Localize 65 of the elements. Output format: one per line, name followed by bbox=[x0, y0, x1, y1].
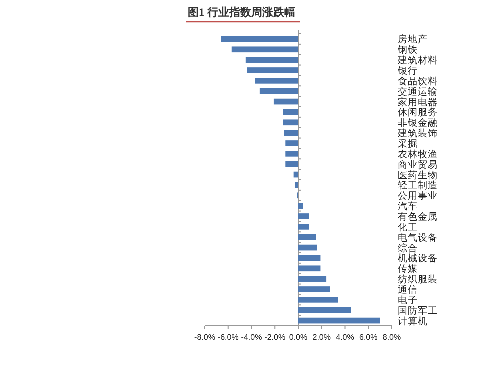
y-tick-label: 食品饮料 bbox=[398, 75, 438, 88]
bar bbox=[274, 98, 298, 105]
x-tick-label: 0.0% bbox=[289, 333, 308, 342]
y-tick-label: 农林牧渔 bbox=[398, 148, 438, 160]
y-tick-label: 综合 bbox=[398, 242, 418, 254]
y-tick-label: 公用事业 bbox=[398, 190, 438, 202]
bar bbox=[298, 276, 327, 282]
y-tick-label: 传媒 bbox=[398, 264, 418, 276]
y-tick-label: 休闲服务 bbox=[398, 106, 438, 119]
y-tick-label: 非银金融 bbox=[398, 117, 438, 130]
y-tick-label: 化工 bbox=[398, 221, 418, 234]
bar bbox=[286, 151, 298, 157]
x-tick-label: -2.0% bbox=[264, 333, 286, 342]
bar bbox=[294, 182, 298, 188]
y-tick-label: 交通运输 bbox=[398, 86, 438, 98]
y-tick-label: 通信 bbox=[398, 284, 418, 296]
bar bbox=[298, 214, 310, 220]
bar bbox=[255, 78, 298, 84]
y-tick-label: 机械设备 bbox=[398, 252, 438, 265]
bar bbox=[298, 224, 310, 230]
y-tick-label: 建筑材料 bbox=[397, 54, 438, 67]
x-tick-label: 8.0% bbox=[382, 333, 402, 342]
bar bbox=[283, 120, 298, 126]
y-tick-label: 计算机 bbox=[398, 315, 428, 328]
y-tick-label: 家用电器 bbox=[398, 96, 438, 108]
bar bbox=[298, 307, 352, 314]
bar bbox=[221, 36, 298, 42]
bar bbox=[260, 88, 298, 94]
bar bbox=[247, 68, 298, 74]
y-tick-label: 银行 bbox=[397, 66, 418, 77]
bar bbox=[298, 318, 380, 324]
bar bbox=[246, 57, 298, 63]
y-tick-label: 国防军工 bbox=[398, 304, 438, 317]
bar bbox=[298, 297, 338, 303]
bar bbox=[298, 234, 316, 240]
bar bbox=[298, 203, 304, 209]
y-tick-label: 电子 bbox=[398, 294, 418, 306]
bar bbox=[298, 244, 318, 251]
bar bbox=[298, 266, 321, 272]
x-tick-label: -4.0% bbox=[241, 333, 262, 342]
bar bbox=[286, 161, 298, 168]
bar bbox=[298, 286, 330, 292]
y-tick-label: 汽车 bbox=[398, 200, 418, 213]
y-tick-label: 医药生物 bbox=[398, 169, 438, 182]
chart-title: 图1 行业指数周涨跌幅 bbox=[188, 6, 296, 19]
y-tick-label: 电气设备 bbox=[398, 232, 438, 244]
y-tick-label: 商业贸易 bbox=[398, 158, 438, 171]
x-tick-label: 4.0% bbox=[336, 333, 354, 342]
y-tick-label: 纺织服装 bbox=[398, 274, 438, 286]
y-tick-label: 轻工制造 bbox=[398, 180, 438, 192]
x-tick-label: 6.0% bbox=[360, 333, 378, 342]
bar bbox=[232, 46, 298, 53]
bar bbox=[284, 130, 298, 136]
y-tick-label: 房地产 bbox=[398, 34, 428, 46]
y-tick-label: 建筑装饰 bbox=[397, 128, 438, 140]
bar bbox=[286, 140, 298, 146]
x-tick-label: -8.0% bbox=[194, 333, 216, 342]
y-tick-label: 采掘 bbox=[398, 138, 418, 150]
bar bbox=[294, 172, 298, 178]
y-tick-label: 钢铁 bbox=[397, 44, 418, 56]
bar bbox=[283, 109, 298, 116]
bar bbox=[298, 255, 321, 262]
x-tick-label: -6.0% bbox=[218, 333, 239, 342]
x-tick-label: 2.0% bbox=[312, 333, 331, 342]
y-tick-label: 有色金属 bbox=[398, 211, 438, 223]
